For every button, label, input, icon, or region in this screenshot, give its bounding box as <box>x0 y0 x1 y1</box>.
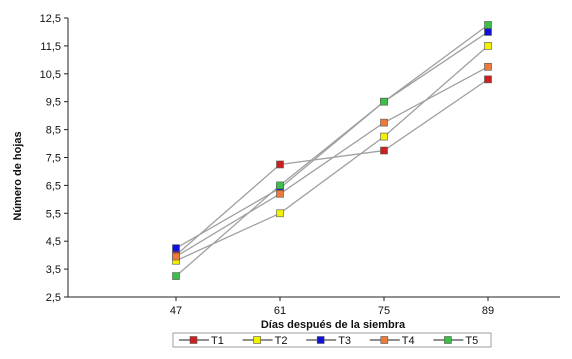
y-tick-label: 5,5 <box>46 208 61 220</box>
data-point-t4 <box>276 189 284 198</box>
legend-label-t5: T5 <box>465 335 478 347</box>
legend-swatch-t2 <box>253 336 261 344</box>
series-line-t4 <box>175 66 489 258</box>
y-tick-label: 9,5 <box>46 97 61 109</box>
series-points <box>172 21 492 280</box>
legend-swatch-t1 <box>189 336 198 344</box>
data-point-t1 <box>276 160 284 169</box>
y-tick-label: 11,5 <box>40 41 61 53</box>
data-point-t2 <box>484 42 492 50</box>
data-point-t1 <box>380 146 388 155</box>
x-axis: 47 61 75 89 <box>68 296 560 317</box>
y-tick-label: 2,5 <box>46 292 61 304</box>
y-axis: 2,5 3,5 4,5 5,5 6,5 7,5 8,5 9,5 10,5 11,5 12,5 <box>40 13 69 304</box>
series-line-t3 <box>175 31 489 249</box>
x-tick-label: 47 <box>170 305 182 317</box>
y-tick-label: 6,5 <box>46 180 61 192</box>
legend-swatch-t4 <box>380 336 389 344</box>
data-point-t5 <box>172 272 180 280</box>
y-axis-title: Número de hojas <box>12 131 24 220</box>
data-point-t1 <box>484 75 492 84</box>
y-tick-label: 7,5 <box>46 153 61 165</box>
legend-swatch-t3 <box>316 336 325 344</box>
data-point-t5 <box>380 97 388 106</box>
y-tick-label: 10,5 <box>40 69 61 81</box>
x-tick-label: 75 <box>378 305 390 317</box>
data-point-t2 <box>380 132 388 141</box>
legend-label-t1: T1 <box>211 335 224 347</box>
data-point-t4 <box>380 118 388 127</box>
series-lines <box>175 24 489 277</box>
legend-label-t3: T3 <box>338 335 351 347</box>
data-point-t4 <box>172 252 180 261</box>
y-tick-label: 12,5 <box>40 13 61 25</box>
x-tick-label: 89 <box>482 305 494 317</box>
x-tick-label: 61 <box>274 305 286 317</box>
data-point-t5 <box>276 181 284 190</box>
legend: T1 T2 T3 T4 T5 <box>172 332 492 348</box>
data-point-t5 <box>484 21 492 29</box>
series-line-t2 <box>175 45 489 262</box>
y-tick-label: 4,5 <box>46 236 61 248</box>
data-point-t3 <box>484 28 492 36</box>
x-axis-title: Días después de la siembra <box>261 319 406 331</box>
legend-swatch-t5 <box>444 336 452 344</box>
y-tick-label: 8,5 <box>46 125 61 137</box>
legend-label-t2: T2 <box>275 335 288 347</box>
data-point-t2 <box>276 209 284 218</box>
y-tick-label: 3,5 <box>46 264 61 276</box>
data-point-t4 <box>484 63 492 71</box>
data-point-t3 <box>172 244 180 252</box>
series-line-t5 <box>175 24 489 277</box>
legend-label-t4: T4 <box>402 335 415 347</box>
